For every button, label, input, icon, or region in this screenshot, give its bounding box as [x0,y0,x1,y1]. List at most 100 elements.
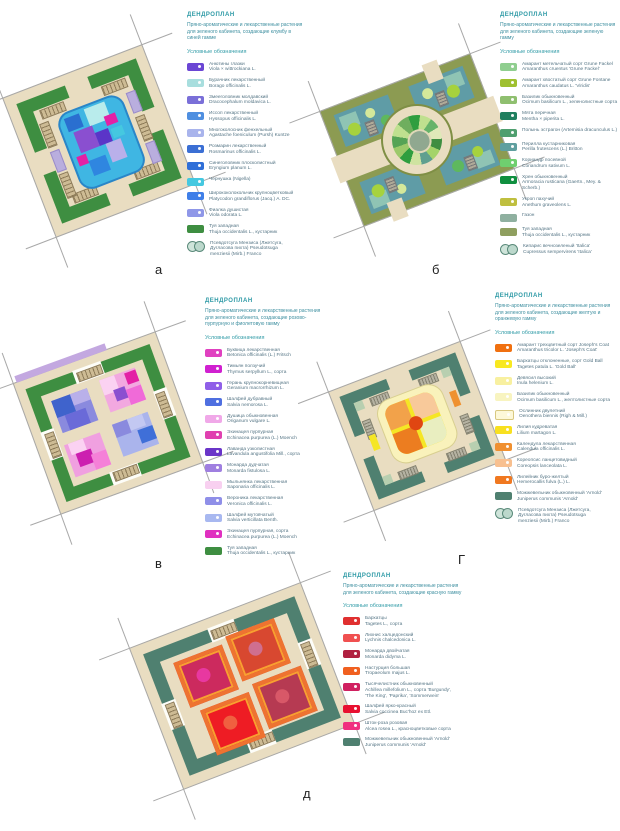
plant-name: Тысячелистник обыкновенный Achillea mille… [365,682,452,699]
legend-item: Вероника лекарственная Veronica officinal… [205,496,330,508]
legend-item: Ослинник двулетний Oenothera biennis (Rig… [495,409,620,421]
plant-color-swatch [500,228,517,237]
plant-name: Базилик обыкновенный Ocimum basilicum L.,… [522,94,618,106]
legend-item: Газон [500,213,618,223]
legend-item: Можжевельник обыкновенный 'Arnold' Junipe… [495,491,620,503]
legend-item: Герань крупнокорневищная Geranium macrorr… [205,381,330,393]
plant-name: Туя западная Thuja occidentalis L., куста… [227,545,296,557]
legend-item: Тимьян ползучий Thymus serpyllum L., сорт… [205,364,330,376]
plan-b-square [289,23,545,257]
panel-label-a: а [155,262,163,277]
plant-name: Бурачник лекарственный Borago officinalis… [209,78,266,89]
plant-color-swatch [500,243,518,255]
plant-color-swatch [187,62,204,71]
bench [364,119,380,137]
plant-color-swatch [343,705,360,714]
desc-line: для зеленого кабинета, создающие зеленую… [500,28,604,42]
legend-item: Календула лекарственная Calendula officin… [495,442,620,454]
plant-color-swatch [187,225,204,233]
plant-name: Настурция большая Tropaeolum majus L. [365,665,410,677]
legend-item: Синеголовник плосколистный Eryngium planu… [187,161,317,173]
bed-center-circle [246,639,265,658]
legend-item: Перилла кустарниковая Perilla frutescens … [500,142,618,154]
legend-item: Мыльнянка лекарственная Saponaria officin… [205,480,330,492]
legend-item: Базилик обыкновенный Ocimum basilicum L.,… [500,95,618,107]
plant-color-swatch [500,197,517,206]
plant-color-swatch [343,666,360,675]
legend-item: Мята перечная Mentha × piperita L. [500,111,618,123]
legend-item: Туя западная Thuja occidentalis L., куста… [187,224,317,236]
plant-name: Кипарис вечнозеленый 'Italica' Cupressus … [523,243,592,255]
plan-a-square [0,14,226,268]
legend-item: Туя западная Thuja occidentalis L., куста… [205,546,330,558]
plant-color-swatch [495,426,512,434]
plant-color-swatch [495,409,514,420]
plant-name: Полынь эстрагон (Artemisia dracunculus L… [522,127,618,133]
plant-name: Амарант метельчатый сорт Grune Fackel Ama… [522,61,613,73]
plant-name: Монарда дудчатая Monarda fistulosa L. [227,463,271,474]
plant-name: Календула лекарственная Calendula officin… [517,441,576,453]
plant-name: Тимьян ползучий Thymus serpyllum L., сорт… [227,364,287,375]
panel-description: Пряно-ароматические и лекарственные раст… [187,22,317,42]
bed-center-circle [221,713,240,732]
panel-label-d: д [303,786,311,801]
dendroplan-title: ДЕНДРОПЛАН [343,573,391,579]
legend-item: Многоколосник фенхельный Agastache foenic… [187,128,317,140]
plant-color-swatch [205,381,222,390]
plant-name: Монарда двойчатая Monarda didyma L. [365,649,410,660]
legend-title: Условные обозначения [500,48,560,55]
legend-item: Чернушка (Nigella) [187,177,317,186]
plant-name: Можжевельник обыкновенный 'Arnold' Junipe… [517,491,602,502]
plant-name: Бархатцы Tagetes L., сорта [365,616,403,627]
legend-item: Кипарис вечнозеленый 'Italica' Cupressus … [500,243,618,256]
legend-item: Лихнис халцедонский Lychnis chalcedonica … [343,633,470,645]
legend-item: Псевдотсуга Мензиса (Лжетсуга, Дугласова … [495,507,620,525]
plant-name: Иссоп лекарственный Hyssopus officinalis … [209,111,259,122]
legend-item: Полынь эстрагон (Artemisia dracunculus L… [500,128,618,137]
plant-color-swatch [495,360,512,368]
bed-tile [76,153,90,167]
bed-center-circle [273,687,292,706]
panel-description: Пряно-ароматические и лекарственные раст… [343,583,470,596]
plant-color-swatch [205,398,222,406]
plan-v-square [0,301,234,545]
legend-item: Лаванда узколистная Lavandula angustifoli… [205,447,330,459]
plant-color-swatch [500,128,517,137]
plant-name: Анютины глазки Viola × wittrockiana L. [209,61,256,73]
legend-item: Иссоп лекарственный Hyssopus officinalis … [187,111,317,123]
plant-name: Душица обыкновенная Origanum vulgare L. [227,413,279,425]
legend-item: Псевдотсуга Мензиса (Лжетсуга, Дугласова … [187,240,317,258]
plant-name: Хрен обыкновенный Armoracia rusticana (Ga… [522,174,601,192]
panel-g-legend: ДЕНДРОПЛАН Пряно-ароматические и лекарст… [495,293,620,530]
legend-item: Ширококолокольчик крупноцветковый Platyco… [187,191,317,203]
plant-color-swatch [495,393,512,401]
plant-name: Мыльнянка лекарственная Saponaria officin… [227,479,288,491]
plant-name: Кориандр посевной Coriandrum sativum L. [522,158,571,169]
panel-description: Пряно-ароматические и лекарственные раст… [500,22,618,42]
plant-color-swatch [343,650,360,658]
plant-name: Буквица лекарственная Betonica officinali… [227,347,291,359]
plant-name: Чернушка (Nigella) [209,177,251,182]
plant-color-swatch [205,480,222,489]
plant-color-swatch [187,145,204,153]
plant-name: Эхинацея пурпурная Echinacea purpurea (L.… [227,430,297,441]
plant-color-swatch [500,159,517,167]
bed-tile [73,125,100,154]
legend-items: Амарант метельчатый сорт Grune Fackel Ama… [500,62,618,256]
legend-item: Настурция большая Tropaeolum majus L. [343,666,470,678]
plant-name: Туя западная Thuja occidentalis L., куста… [522,227,591,238]
legend-item: Душица обыкновенная Origanum vulgare L. [205,414,330,426]
legend-item: Бархатцы отклоненные, сорт Gold Ball Tage… [495,359,620,371]
plant-name: Кореопсис ланцетовидный Coreopsis lanceol… [517,458,577,469]
legend-item: Шток-роза розовая Alcea rosea L., красноц… [343,721,470,733]
plant-name: Туя западная Thuja occidentalis L., куста… [209,224,278,235]
plant-name: Лилейник буро-желтый Hemerocallis fulva (… [517,474,571,486]
plant-name: Бархатцы отклоненные, сорт Gold Ball Tage… [517,359,603,370]
bed-tile [88,154,112,177]
hedge-border [143,596,341,776]
plant-color-swatch [495,507,513,519]
legend-item: Тысячелистник обыкновенный Achillea mille… [343,682,470,699]
plant-color-swatch [205,546,222,555]
legend-item: Можжевельник обыкновенный 'Arnold' Junipe… [343,737,470,749]
bed-center-circle [194,666,213,685]
